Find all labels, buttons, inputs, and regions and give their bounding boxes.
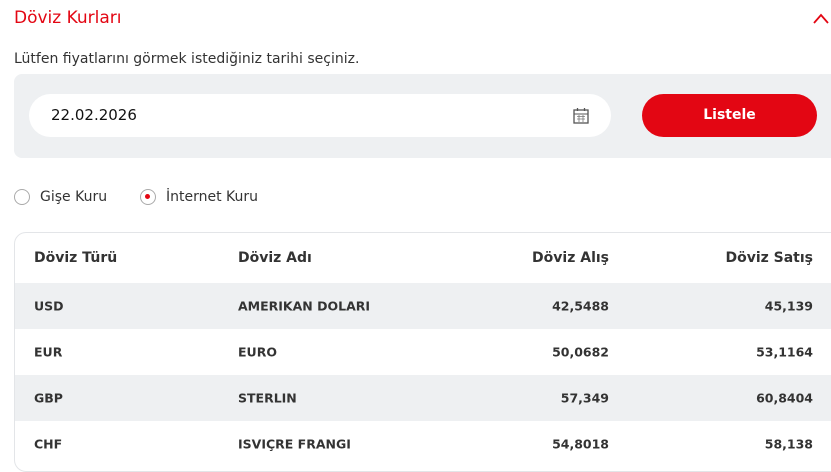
cell: Döviz Türü xyxy=(34,250,118,266)
cell: 53,1164 xyxy=(756,344,813,360)
collapse-toggle[interactable] xyxy=(812,12,830,26)
table-row: GBP STERLIN 57,349 60,8404 xyxy=(15,375,831,421)
header-row: Döviz Türü Döviz Adı Döviz Alış Döviz Satış xyxy=(15,233,831,283)
cell: Döviz Alış xyxy=(532,250,609,266)
cell: 58,138 xyxy=(764,436,813,452)
date-input[interactable]: 22.02.2026 xyxy=(29,94,611,137)
date-value: 22.02.2026 xyxy=(51,106,137,124)
cell: 45,139 xyxy=(764,298,813,314)
table-row: USD AMERIKAN DOLARI 42,5488 45,139 xyxy=(15,283,831,329)
cell: EUR xyxy=(34,344,63,360)
radio-label: Gişe Kuru xyxy=(40,189,108,205)
cell: 42,5488 xyxy=(552,298,609,314)
list-button[interactable]: Listele xyxy=(642,94,817,137)
cell: STERLIN xyxy=(238,390,297,406)
radio-option[interactable]: Gişe Kuru xyxy=(14,186,107,208)
section-title: Döviz Kurları xyxy=(14,8,122,28)
table-row: CHF ISVIÇRE FRANGI 54,8018 58,138 xyxy=(15,421,831,467)
cell: 54,8018 xyxy=(552,436,609,452)
page: Döviz Kurları Lütfen fiyatlarını görmek … xyxy=(14,8,831,472)
cell: 50,0682 xyxy=(552,344,609,360)
cell: GBP xyxy=(34,390,63,406)
cell: Döviz Satış xyxy=(725,250,813,266)
cell: 60,8404 xyxy=(756,390,813,406)
calendar-icon[interactable] xyxy=(573,107,589,124)
cell: USD xyxy=(34,298,64,314)
cell: CHF xyxy=(34,436,63,452)
cell: ISVIÇRE FRANGI xyxy=(238,436,351,452)
cell: AMERIKAN DOLARI xyxy=(238,298,371,314)
cell: 57,349 xyxy=(560,390,609,406)
rates-table: Döviz Türü Döviz Adı Döviz Alış Döviz Satış… xyxy=(14,232,831,472)
radio-label: İnternet Kuru xyxy=(166,189,259,205)
radio-option[interactable]: İnternet Kuru xyxy=(140,186,258,208)
table-row: EUR EURO 50,0682 53,1164 xyxy=(15,329,831,375)
cell: Döviz Adı xyxy=(238,250,312,266)
cell: EURO xyxy=(238,344,277,360)
instruction: Lütfen fiyatlarını görmek istediğiniz ta… xyxy=(14,51,360,67)
